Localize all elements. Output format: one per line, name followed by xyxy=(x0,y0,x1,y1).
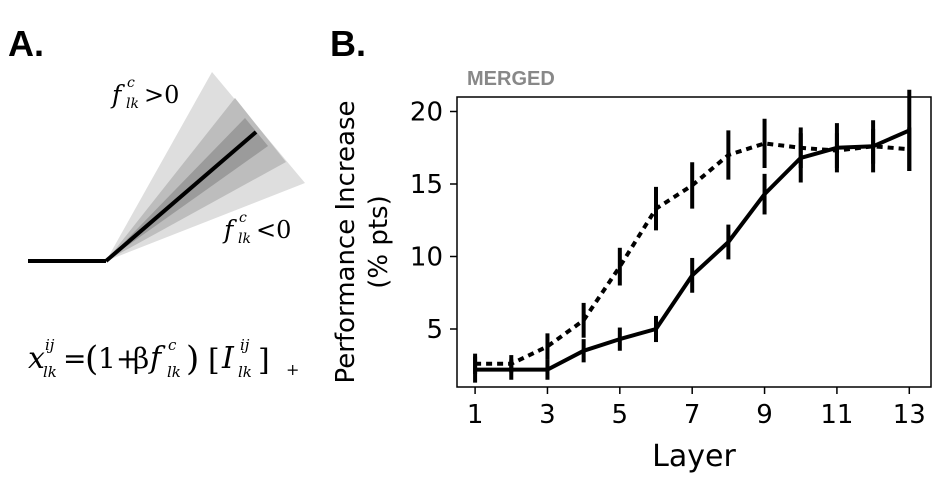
lower-f-sub: lk xyxy=(238,231,251,247)
panel-a-label: A. xyxy=(8,23,44,64)
x-axis-label: Layer xyxy=(652,439,736,474)
eq-x-sub: lk xyxy=(43,363,57,381)
eq-x: x xyxy=(28,341,45,376)
upper-f-sup: c xyxy=(127,75,135,91)
eq-I: I xyxy=(221,341,235,376)
upper-f-symbol: f xyxy=(110,80,125,109)
eq-one-plus: 1+ xyxy=(98,342,139,375)
lower-gain-label: f c lk <0 xyxy=(222,210,291,247)
upper-gain-label: f c lk >0 xyxy=(110,75,179,112)
eq-f: f xyxy=(148,341,166,376)
eq-plus-sub: + xyxy=(286,360,299,379)
x-tick-label: 13 xyxy=(893,400,926,430)
eq-I-sup: ij xyxy=(240,336,250,354)
y-tick-label: 5 xyxy=(426,315,443,345)
eq-I-sub: lk xyxy=(238,363,252,381)
eq-beta: β xyxy=(133,342,149,375)
gain-equation: x ij lk = ( 1+ β f c lk ) [ I ij lk ] + xyxy=(28,336,299,381)
y-axis-label: Performance Increase (% pts) xyxy=(331,100,394,383)
chart-marks xyxy=(473,89,912,383)
x-tick-label: 3 xyxy=(539,400,556,430)
y-axis-label-line2: (% pts) xyxy=(364,195,394,289)
gain-line xyxy=(104,130,258,263)
y-axis-label-line1: Performance Increase xyxy=(331,100,361,383)
eq-close-paren: ) xyxy=(186,339,199,379)
y-tick-label: 15 xyxy=(410,170,443,200)
upper-f-sub: lk xyxy=(126,96,139,112)
panel-b-label: B. xyxy=(330,23,366,64)
x-tick-label: 9 xyxy=(756,400,773,430)
x-tick-label: 5 xyxy=(612,400,629,430)
eq-open-paren: ( xyxy=(85,339,98,379)
x-tick-label: 11 xyxy=(820,400,853,430)
y-tick-label: 20 xyxy=(410,98,443,128)
lower-f-sup: c xyxy=(239,210,247,226)
upper-relation: >0 xyxy=(144,81,179,109)
lower-relation: <0 xyxy=(256,216,291,244)
eq-equals: = xyxy=(63,342,86,375)
gain-diagram: f c lk >0 f c lk <0 x ij lk = ( 1+ β f c… xyxy=(28,72,305,381)
eq-f-sup: c xyxy=(168,336,177,354)
x-tick-label: 1 xyxy=(467,400,484,430)
y-axis: 5 10 15 20 xyxy=(410,98,457,345)
y-tick-label: 10 xyxy=(410,243,443,273)
lower-f-symbol: f xyxy=(222,215,237,244)
eq-open-bracket: [ xyxy=(208,343,220,378)
eq-f-sub: lk xyxy=(167,363,181,381)
x-axis: 1 3 5 7 9 11 13 xyxy=(467,387,926,430)
chart-title: MERGED xyxy=(467,68,555,90)
eq-x-sup: ij xyxy=(45,336,55,354)
x-tick-label: 7 xyxy=(684,400,701,430)
eq-close-bracket: ] xyxy=(258,343,270,378)
plot-frame xyxy=(456,96,932,388)
